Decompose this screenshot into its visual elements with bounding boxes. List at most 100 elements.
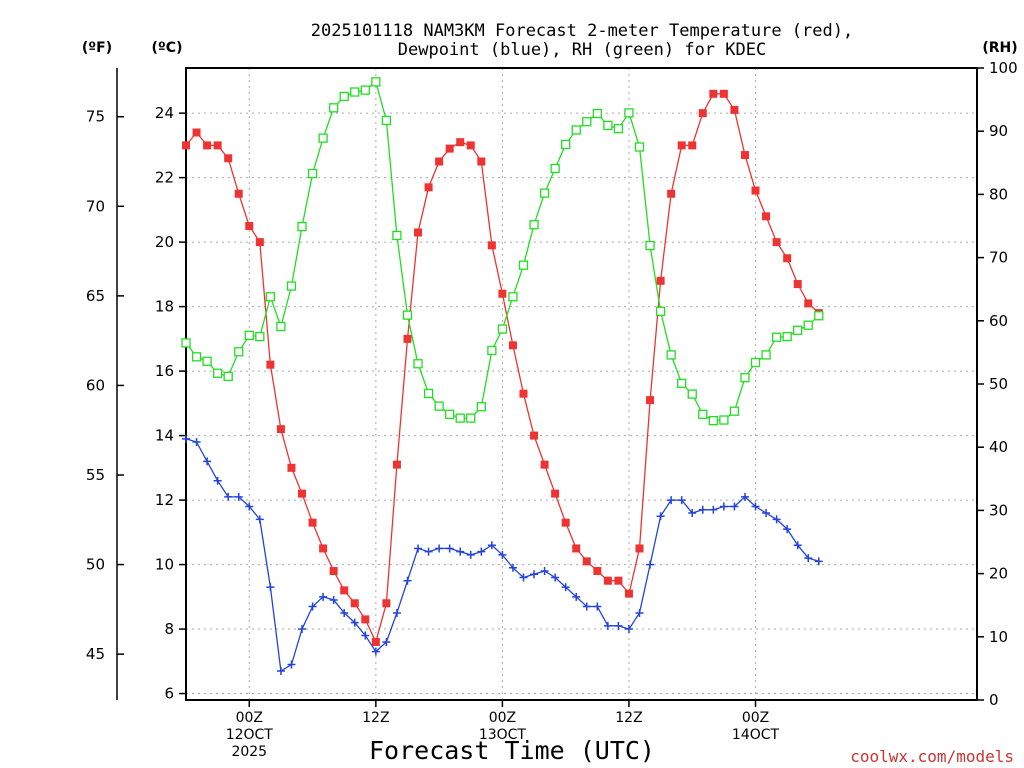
- data-point: [392, 608, 401, 617]
- data-point: [445, 544, 454, 553]
- data-point: [318, 133, 328, 143]
- data-point: [350, 618, 359, 627]
- data-point: [224, 492, 233, 501]
- data-point: [403, 576, 412, 585]
- data-point: [635, 608, 644, 617]
- data-point: [814, 311, 824, 321]
- data-point: [287, 463, 296, 472]
- data-point: [339, 91, 349, 102]
- data-point: [688, 508, 697, 517]
- data-point: [677, 141, 686, 150]
- time-tick-label: 12Z: [362, 710, 389, 726]
- data-point: [634, 142, 645, 152]
- data-point: [688, 141, 697, 150]
- data-point: [265, 292, 276, 302]
- data-point: [245, 502, 254, 511]
- data-point: [245, 222, 254, 230]
- axes: [116, 67, 984, 707]
- data-point: [276, 425, 285, 434]
- data-point: [497, 324, 508, 334]
- data-point: [255, 331, 265, 342]
- data-point: [603, 621, 612, 630]
- data-point: [455, 413, 465, 423]
- data-point: [561, 518, 570, 527]
- data-point: [793, 280, 802, 289]
- source-credit: coolwx.com/models: [850, 747, 1014, 766]
- data-point: [740, 151, 749, 160]
- rh-tick-label: 30: [989, 501, 1008, 519]
- data-point: [350, 87, 360, 97]
- data-point: [783, 525, 792, 534]
- data-point: [371, 77, 381, 87]
- data-point: [382, 599, 391, 608]
- data-point: [434, 401, 444, 411]
- data-point: [814, 557, 823, 566]
- data-point: [414, 228, 423, 237]
- chart-title-line-1: 2025101118 NAM3KM Forecast 2-meter Tempe…: [311, 21, 853, 41]
- time-tick-label: 00Z: [742, 710, 769, 726]
- fahrenheit-unit-label: (ºF): [82, 40, 112, 56]
- data-point: [381, 115, 392, 126]
- celsius-tick-label: 18: [155, 298, 174, 316]
- time-tick-label: 2025: [231, 744, 267, 760]
- data-point: [371, 637, 380, 646]
- time-tick-label: 14OCT: [732, 727, 780, 743]
- data-point: [276, 666, 285, 675]
- rh-tick-label: 100: [989, 59, 1018, 77]
- data-point: [276, 321, 286, 332]
- data-point: [729, 406, 740, 416]
- data-point: [719, 502, 728, 511]
- data-point: [624, 589, 633, 598]
- data-point: [424, 547, 433, 556]
- fahrenheit-tick-label: 75: [86, 108, 105, 126]
- data-point: [551, 573, 560, 582]
- data-point: [508, 563, 517, 572]
- data-point: [698, 409, 708, 419]
- data-point: [762, 212, 771, 221]
- data-point: [772, 515, 781, 524]
- data-point: [646, 560, 655, 569]
- data-point: [487, 541, 496, 550]
- data-point: [213, 476, 222, 485]
- data-point: [593, 602, 602, 611]
- data-point: [340, 586, 349, 595]
- data-point: [709, 505, 718, 514]
- data-point: [498, 289, 507, 298]
- data-point: [582, 117, 592, 127]
- data-point: [203, 141, 212, 150]
- data-point: [687, 389, 697, 399]
- data-point: [593, 567, 602, 576]
- data-point: [487, 241, 496, 250]
- data-point: [539, 188, 550, 198]
- celsius-tick-label: 16: [155, 362, 174, 380]
- data-point: [582, 557, 591, 566]
- data-point: [740, 373, 750, 383]
- chart-title-line-2: Dewpoint (blue), RH (green) for KDEC: [398, 40, 766, 60]
- data-point: [319, 544, 328, 553]
- data-point: [793, 541, 802, 550]
- data-point: [803, 320, 813, 330]
- data-point: [181, 338, 191, 348]
- data-point: [572, 592, 581, 601]
- data-point: [266, 360, 275, 369]
- data-point: [360, 85, 370, 95]
- data-point: [392, 230, 402, 241]
- time-tick-label: 12OCT: [226, 727, 274, 743]
- data-point: [413, 359, 423, 369]
- data-point: [340, 608, 349, 617]
- data-point: [224, 154, 233, 163]
- fahrenheit-tick-label: 70: [86, 197, 105, 215]
- data-point: [435, 157, 444, 166]
- data-point: [540, 567, 549, 576]
- data-point: [297, 221, 307, 232]
- data-point: [498, 550, 507, 559]
- data-point: [477, 157, 486, 166]
- data-point: [329, 567, 338, 576]
- data-point: [192, 438, 201, 447]
- data-point: [772, 238, 781, 247]
- rh-tick-label: 70: [989, 249, 1008, 267]
- data-point: [286, 281, 297, 291]
- data-point: [202, 356, 212, 366]
